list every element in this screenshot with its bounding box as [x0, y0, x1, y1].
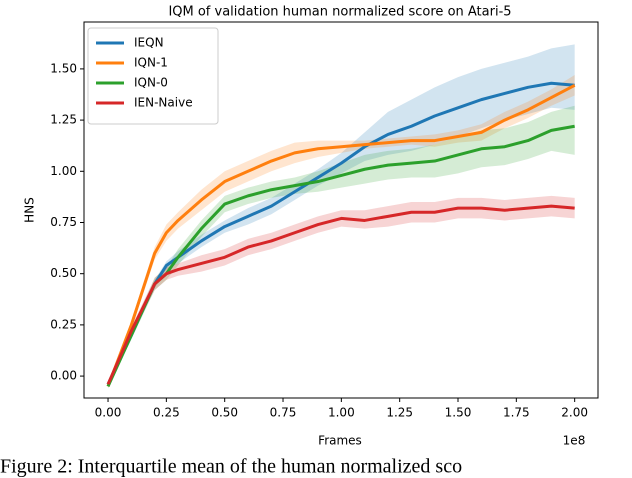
x-tick-label: 1.25 [386, 406, 413, 420]
legend-label: IEN-Naive [134, 96, 193, 110]
legend-label: IEQN [134, 36, 164, 50]
legend-label: IQN-1 [134, 56, 168, 70]
y-tick-label: 0.25 [50, 317, 77, 331]
x-axis-label: Frames [318, 434, 362, 448]
band [108, 44, 575, 387]
caption: Figure 2: Interquartile mean of the huma… [0, 456, 462, 478]
x-tick-label: 0.00 [95, 406, 122, 420]
x-tick-label: 1.75 [503, 406, 530, 420]
y-tick-label: 0.50 [50, 266, 77, 280]
x-tick-label: 1.00 [328, 406, 355, 420]
y-tick-label: 0.00 [50, 369, 77, 383]
x-tick-label: 0.25 [153, 406, 180, 420]
line [106, 124, 575, 387]
x-tick-label: 0.50 [211, 406, 238, 420]
band [108, 75, 575, 389]
plot-frame [83, 21, 599, 399]
y-tick-label: 0.75 [50, 215, 77, 229]
chart-title: IQM of validation human normalized score… [168, 5, 511, 20]
y-axis-label: HNS [23, 197, 37, 223]
line [106, 204, 575, 385]
x-offset-label: 1e8 [563, 434, 586, 448]
legend-box [87, 27, 219, 125]
band [108, 105, 575, 389]
legend-label: IQN-0 [134, 76, 168, 90]
y-tick-label: 1.50 [50, 61, 77, 75]
x-tick-label: 0.75 [270, 406, 297, 420]
y-tick-label: 1.00 [50, 164, 77, 178]
band [108, 195, 575, 387]
x-tick-label: 1.50 [445, 406, 472, 420]
line [106, 81, 575, 385]
y-tick-label: 1.25 [50, 113, 77, 127]
line [106, 83, 576, 387]
x-tick-label: 2.00 [561, 406, 588, 420]
